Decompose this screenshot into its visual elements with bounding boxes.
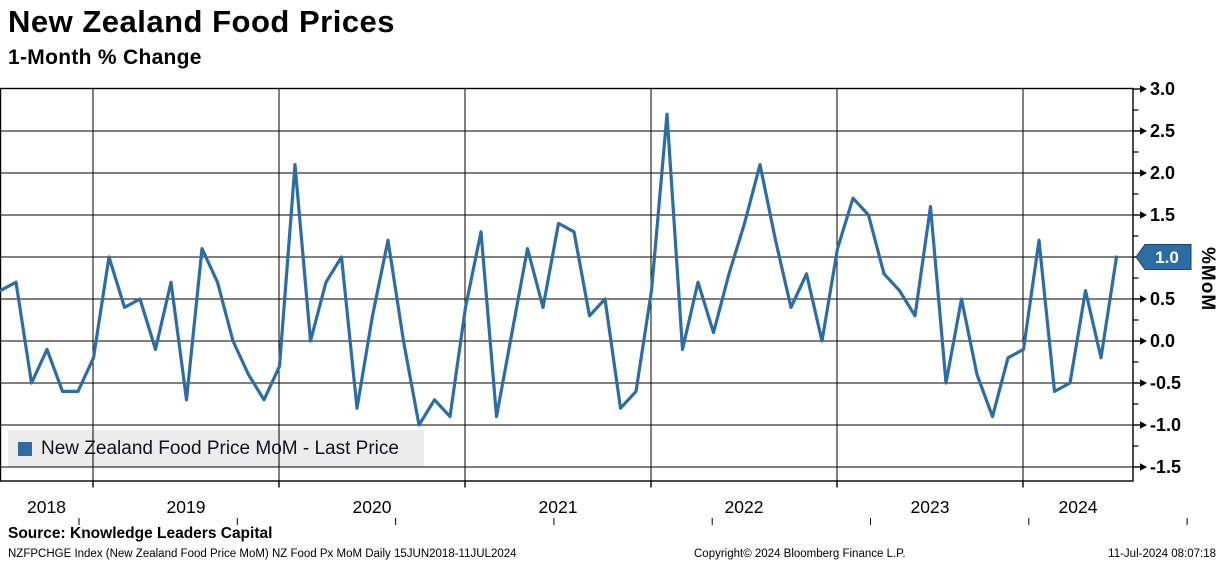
plot-frame [0, 87, 1134, 482]
y-tick-label: 2.0 [1150, 163, 1175, 183]
chart-subtitle: 1-Month % Change [8, 46, 202, 69]
last-price-label: 1.0 [1155, 248, 1179, 267]
y-tick-label: 0.5 [1150, 289, 1175, 309]
year-label: 2023 [911, 497, 950, 517]
security-description: NZFPCHGE Index (New Zealand Food Price M… [8, 548, 517, 560]
last-price-flag[interactable]: 1.0 [1135, 244, 1192, 270]
source-credit: Source: Knowledge Leaders Capital [8, 525, 273, 542]
year-label: 2022 [725, 497, 764, 517]
chart-timestamp: 11-Jul-2024 08:07:18 [1108, 548, 1216, 560]
copyright-notice: Copyright© 2024 Bloomberg Finance L.P. [694, 548, 906, 560]
price-line[interactable] [0, 112, 1119, 427]
y-tick-arrow-icon [1140, 379, 1147, 387]
y-tick-label: 0.0 [1150, 331, 1175, 351]
y-tick-arrow-icon [1140, 463, 1147, 471]
y-tick-arrow-icon [1140, 211, 1147, 219]
y-tick-arrow-icon [1140, 169, 1147, 177]
year-label: 2020 [353, 497, 392, 517]
y-tick-label: -0.5 [1150, 373, 1181, 393]
legend-series-swatch-icon [18, 441, 32, 456]
year-label: 2018 [27, 497, 66, 517]
year-label: 2024 [1059, 497, 1098, 517]
y-tick-arrow-icon [1140, 337, 1147, 345]
page-title: New Zealand Food Prices [8, 4, 396, 39]
y-tick-arrow-icon [1140, 127, 1147, 135]
y-tick-label: -1.0 [1150, 415, 1181, 435]
y-tick-arrow-icon [1140, 421, 1147, 429]
year-label: 2021 [539, 497, 578, 517]
y-tick-arrow-icon [1140, 85, 1147, 93]
y-tick-label: -1.5 [1150, 457, 1181, 477]
y-tick-arrow-icon [1140, 295, 1147, 303]
legend[interactable]: New Zealand Food Price MoM - Last Price [8, 430, 424, 467]
y-tick-label: 1.5 [1150, 205, 1175, 225]
y-tick-label: 3.0 [1150, 79, 1175, 99]
y-tick-label: 2.5 [1150, 121, 1175, 141]
y-axis-unit-label: %MoM [1197, 247, 1218, 312]
year-label: 2019 [167, 497, 206, 517]
legend-series-label: New Zealand Food Price MoM - Last Price [41, 437, 399, 459]
legend-background [8, 430, 424, 467]
